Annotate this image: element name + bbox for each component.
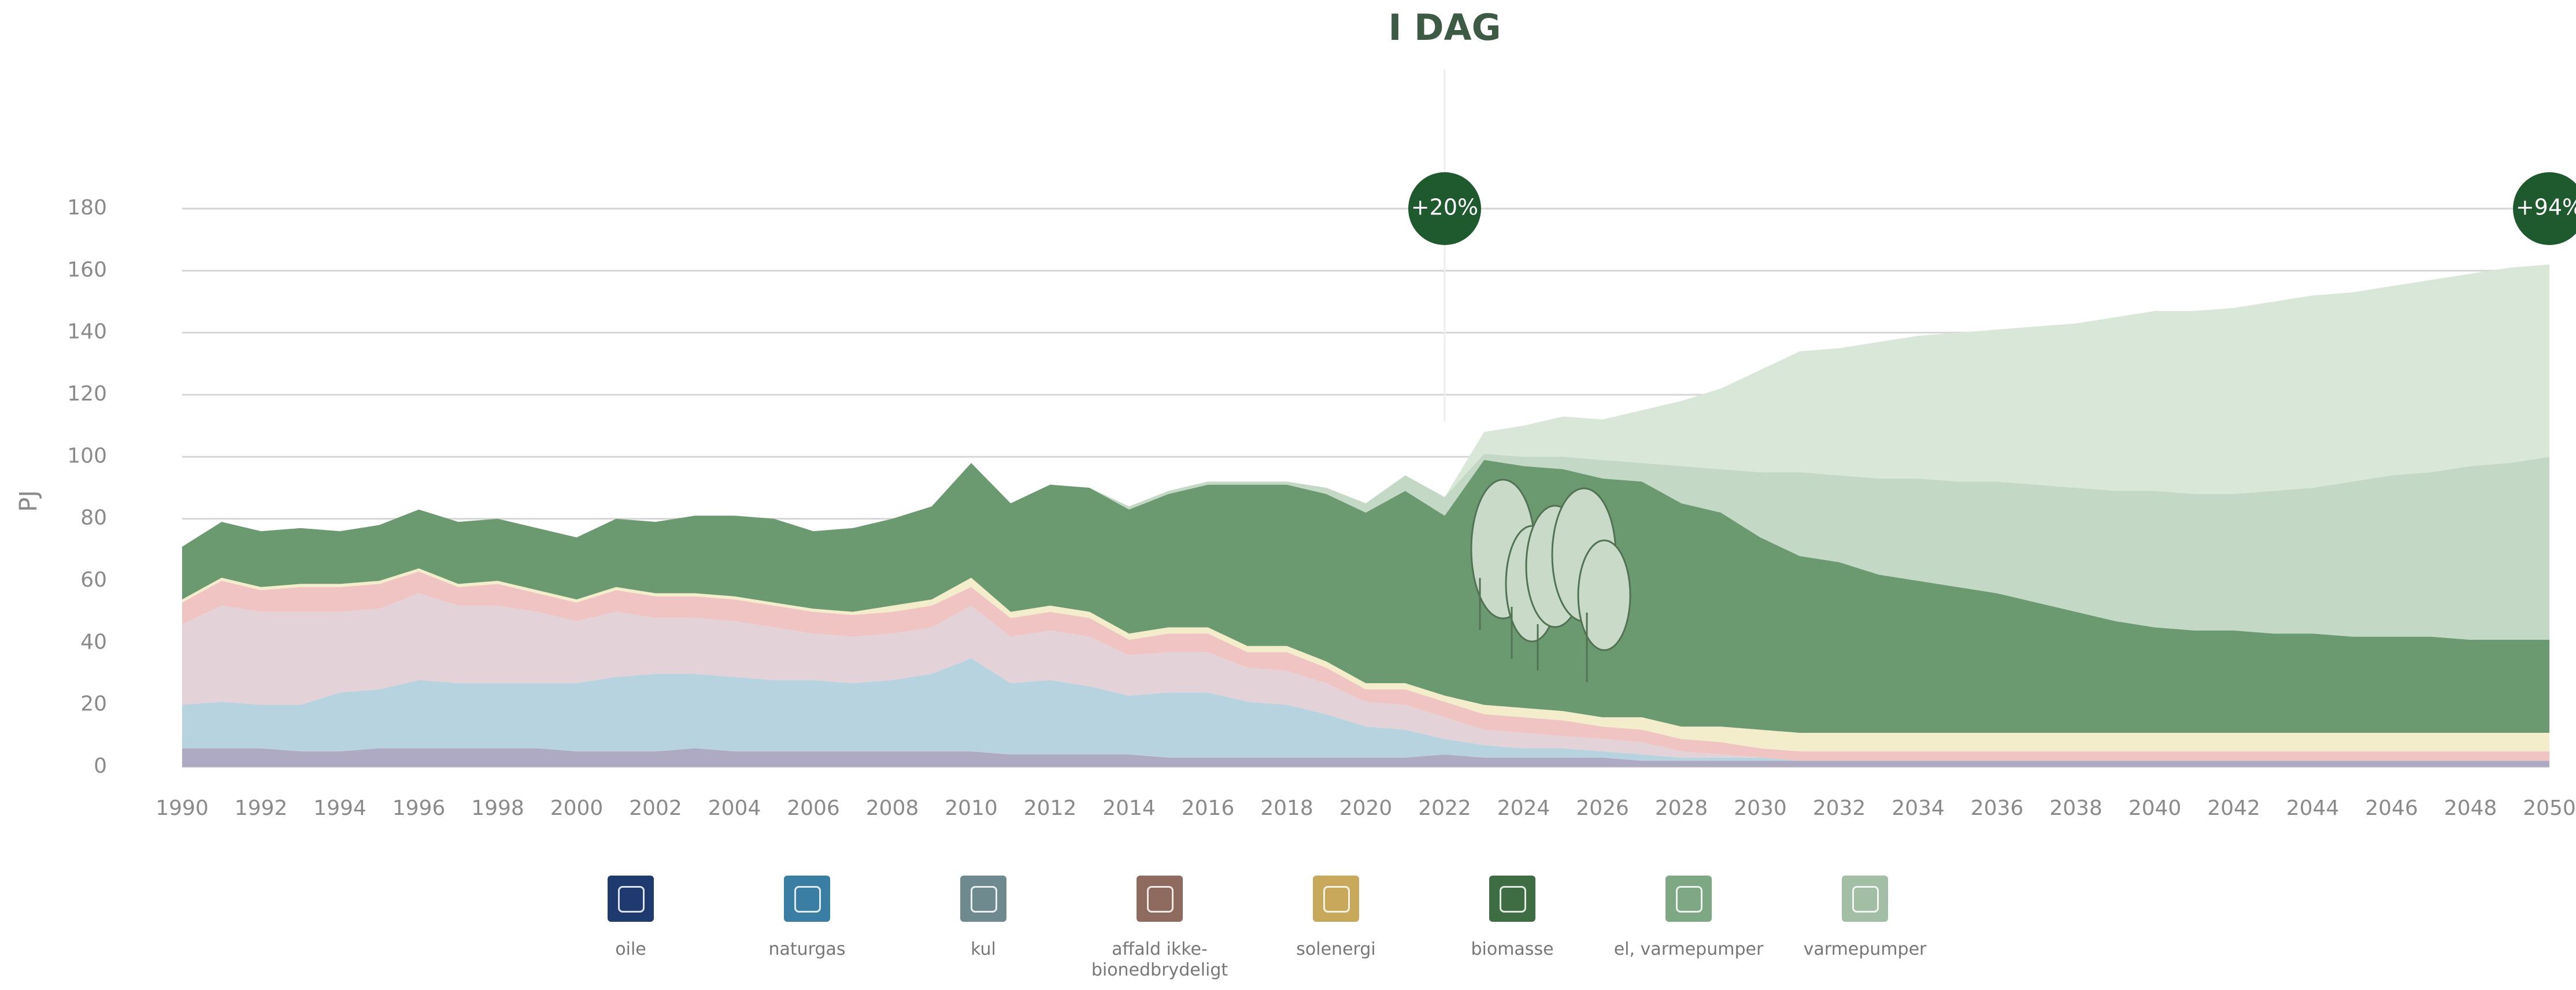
x-tick-label: 2026: [1576, 796, 1629, 820]
y-tick-label: 40: [80, 630, 107, 654]
x-tick-label: 2030: [1734, 796, 1787, 820]
x-tick-label: 2002: [629, 796, 682, 820]
x-tick-label: 2036: [1971, 796, 2024, 820]
x-tick-label: 2028: [1655, 796, 1708, 820]
y-tick-label: 160: [67, 258, 107, 281]
x-tick-label: 2012: [1024, 796, 1077, 820]
x-tick-label: 2048: [2444, 796, 2497, 820]
x-tick-label: 1998: [471, 796, 524, 820]
x-tick-label: 2024: [1497, 796, 1550, 820]
y-axis-label: PJ: [14, 490, 43, 512]
y-tick-label: 60: [80, 568, 107, 592]
x-tick-label: 2022: [1418, 796, 1471, 820]
x-tick-label: 2006: [787, 796, 840, 820]
y-tick-label: 0: [94, 754, 107, 778]
x-tick-label: 2008: [866, 796, 919, 820]
x-tick-label: 2046: [2365, 796, 2418, 820]
x-tick-label: 1996: [393, 796, 446, 820]
x-tick-label: 2032: [1813, 796, 1866, 820]
x-tick-label: 2042: [2207, 796, 2260, 820]
x-tick-label: 1990: [156, 796, 209, 820]
x-tick-label: 2004: [708, 796, 761, 820]
x-tick-label: 2040: [2129, 796, 2182, 820]
x-tick-label: 2050: [2523, 796, 2576, 820]
x-tick-label: 2034: [1892, 796, 1945, 820]
y-tick-label: 140: [67, 320, 107, 344]
x-tick-label: 2000: [550, 796, 604, 820]
x-tick-label: 1994: [313, 796, 367, 820]
x-tick-label: 1992: [235, 796, 288, 820]
x-tick-label: 2010: [945, 796, 998, 820]
y-tick-label: 100: [67, 444, 107, 468]
area-layer: [182, 265, 2549, 767]
x-tick-label: 2020: [1339, 796, 1393, 820]
annotation-text: +94%: [2516, 195, 2576, 220]
x-tick-label: 2014: [1102, 796, 1156, 820]
y-tick-label: 120: [67, 382, 107, 406]
chart-title: I DAG: [1389, 6, 1501, 49]
x-tick-label: 2044: [2286, 796, 2340, 820]
annotation-text: +20%: [1411, 195, 1478, 220]
x-tick-label: 2016: [1182, 796, 1235, 820]
y-tick-label: 180: [67, 196, 107, 220]
x-tick-label: 2038: [2049, 796, 2103, 820]
y-tick-label: 20: [80, 692, 107, 716]
x-tick-label: 2018: [1260, 796, 1313, 820]
y-tick-label: 80: [80, 506, 107, 530]
